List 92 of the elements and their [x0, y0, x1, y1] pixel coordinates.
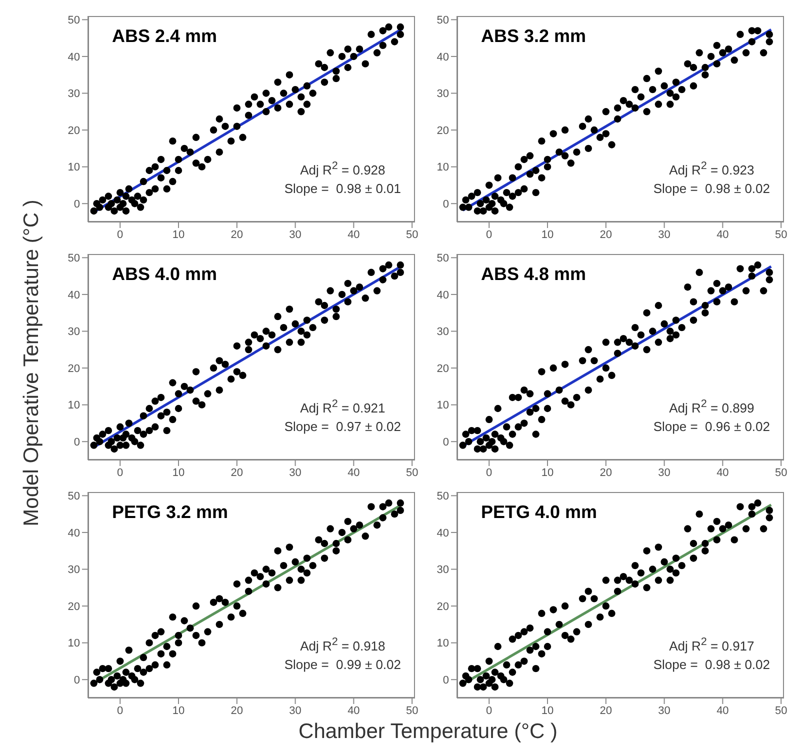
- y-tick-label: 20: [68, 124, 80, 137]
- x-tick-label: 40: [348, 466, 360, 479]
- y-tick-label: 40: [436, 527, 449, 540]
- annotation: Slope = 0.98 ± 0.01: [284, 180, 401, 198]
- y-tick-label: 50: [436, 14, 449, 27]
- annotation: Adj R$^{2}$ = 0.923: [668, 158, 756, 179]
- y-tick-label: 20: [436, 600, 449, 613]
- x-tick-label: 40: [348, 228, 360, 241]
- x-tick-label: 20: [600, 704, 612, 717]
- text: ABS 2.4 mm: [112, 26, 218, 47]
- x-tick-label: 20: [230, 228, 244, 241]
- annotation: Slope = 0.98 ± 0.02: [653, 180, 770, 198]
- x-tick-label: 40: [716, 466, 729, 479]
- x-tick-label: 20: [600, 466, 612, 479]
- x-tick-label: 10: [172, 228, 185, 241]
- x-tick-label: 10: [172, 466, 185, 479]
- y-tick-label: 0: [442, 674, 449, 687]
- y-tick-label: 10: [436, 400, 449, 412]
- annotation: Adj R$^{2}$ = 0.918: [299, 634, 386, 655]
- y-tick-label: 50: [68, 252, 80, 265]
- y-tick-label: 50: [436, 252, 449, 265]
- y-tick-label: 40: [436, 289, 449, 302]
- text: ABS 4.0 mm: [112, 264, 218, 285]
- y-tick-label: 0: [74, 436, 80, 449]
- y-tick-label: 0: [442, 436, 449, 449]
- x-tick-label: 0: [117, 466, 124, 479]
- x-tick-label: 30: [289, 228, 302, 241]
- x-tick-label: 50: [774, 704, 788, 717]
- x-tick-label: 40: [716, 704, 729, 717]
- y-tick-label: 10: [436, 638, 449, 650]
- x-tick-label: 20: [230, 466, 244, 479]
- x-tick-label: 10: [541, 704, 554, 717]
- x-axis-title: Chamber Temperature (°C ): [298, 720, 558, 744]
- y-tick-label: 50: [68, 14, 80, 27]
- annotation: Slope = 0.96 ± 0.02: [653, 418, 770, 436]
- x-tick-label: 20: [230, 704, 244, 717]
- y-tick-label: 0: [74, 198, 80, 211]
- y-tick-label: 0: [442, 198, 449, 211]
- x-tick-label: 50: [774, 466, 788, 479]
- text: ABS 3.2 mm: [481, 26, 586, 47]
- y-tick-label: 30: [68, 88, 80, 100]
- x-tick-label: 30: [658, 228, 670, 241]
- y-tick-label: 10: [68, 400, 80, 412]
- x-tick-label: 10: [541, 228, 554, 241]
- y-tick-label: 40: [436, 51, 449, 64]
- y-tick-label: 50: [436, 490, 449, 503]
- x-tick-label: 50: [406, 466, 418, 479]
- x-tick-label: 0: [486, 466, 492, 479]
- y-tick-label: 40: [68, 289, 80, 302]
- y-tick-label: 40: [68, 51, 80, 64]
- x-tick-label: 50: [774, 228, 788, 241]
- y-tick-label: 20: [68, 600, 80, 613]
- x-tick-label: 30: [658, 704, 670, 717]
- y-tick-label: 10: [436, 162, 449, 174]
- x-tick-label: 30: [289, 704, 302, 717]
- annotation: Slope = 0.99 ± 0.02: [284, 656, 401, 674]
- x-tick-label: 20: [600, 228, 612, 241]
- y-tick-label: 30: [68, 326, 80, 338]
- x-tick-label: 10: [172, 704, 185, 717]
- y-tick-label: 0: [74, 674, 80, 687]
- x-tick-label: 0: [486, 704, 492, 717]
- annotation: Adj R$^{2}$ = 0.928: [299, 158, 386, 179]
- text: ABS 4.8 mm: [481, 264, 586, 285]
- y-tick-label: 20: [436, 362, 449, 375]
- x-tick-label: 40: [716, 228, 729, 241]
- text: PETG 4.0 mm: [481, 502, 598, 523]
- y-tick-label: 20: [68, 362, 80, 375]
- x-tick-label: 0: [117, 704, 124, 717]
- y-tick-label: 50: [68, 490, 80, 503]
- y-tick-label: 40: [68, 527, 80, 540]
- annotation: Adj R$^{2}$ = 0.917: [668, 634, 756, 655]
- x-tick-label: 0: [117, 228, 124, 241]
- y-tick-label: 30: [68, 564, 80, 576]
- x-tick-label: 10: [541, 466, 554, 479]
- annotation: Adj R$^{2}$ = 0.899: [668, 396, 756, 417]
- y-tick-label: 10: [68, 638, 80, 650]
- annotation: Slope = 0.97 ± 0.02: [284, 418, 401, 436]
- y-tick-label: 10: [68, 162, 80, 174]
- y-tick-label: 20: [436, 124, 449, 137]
- x-tick-label: 0: [486, 228, 492, 241]
- x-tick-label: 30: [658, 466, 670, 479]
- x-tick-label: 40: [348, 704, 360, 717]
- y-tick-label: 30: [436, 88, 449, 100]
- x-tick-label: 30: [289, 466, 302, 479]
- y-tick-label: 30: [436, 564, 449, 576]
- text: PETG 3.2 mm: [112, 502, 228, 523]
- annotation: Adj R$^{2}$ = 0.921: [299, 396, 386, 417]
- y-tick-label: 30: [436, 326, 449, 338]
- x-tick-label: 50: [406, 704, 418, 717]
- annotation: Slope = 0.98 ± 0.02: [653, 656, 770, 674]
- y-axis-title: Model Operative Temperature (°C ): [20, 200, 44, 526]
- x-tick-label: 50: [406, 228, 418, 241]
